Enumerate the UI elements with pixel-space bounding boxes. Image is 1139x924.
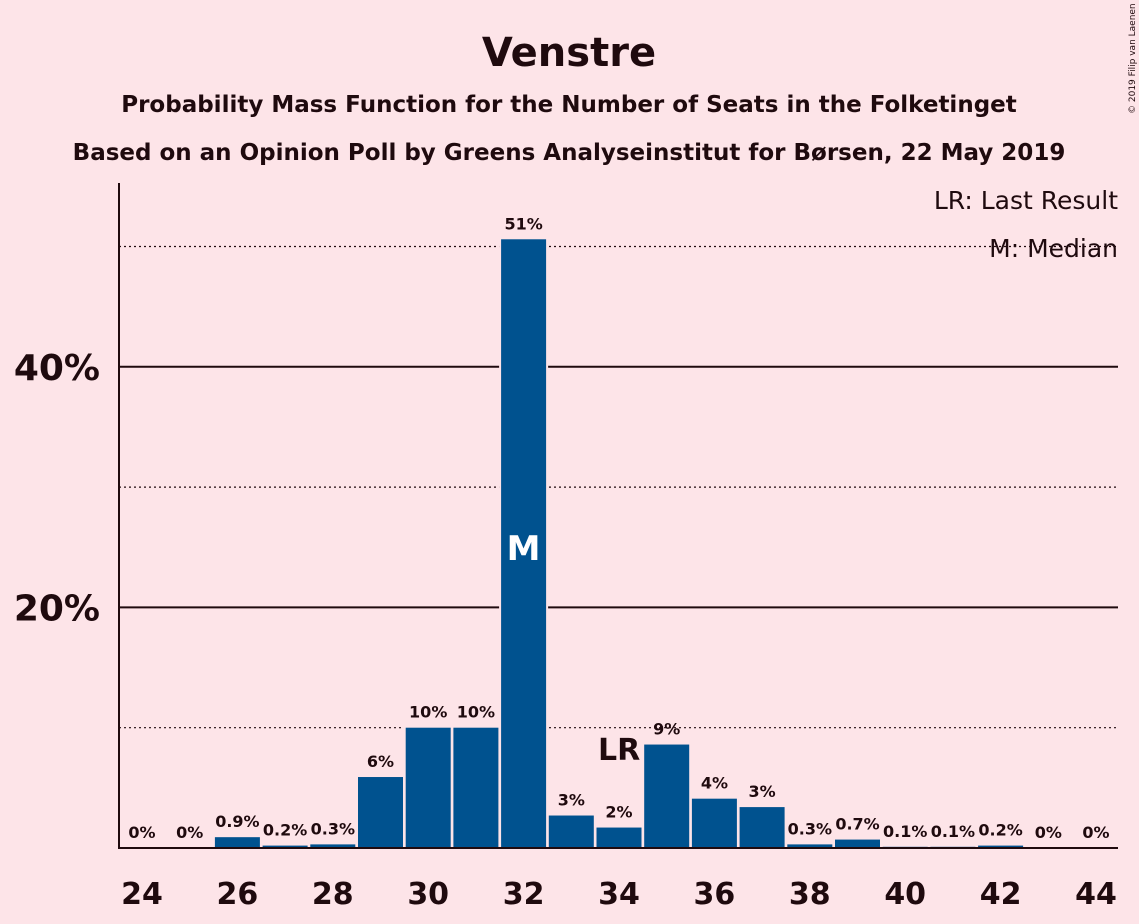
- y-tick-label: 40%: [14, 348, 100, 389]
- bar-seat-34: [596, 827, 642, 848]
- data-labels: 0% 0%0.9% 0.2% 0.3%6%10% 10%51%3%2%9%4% 3%0.3…: [128, 214, 1109, 842]
- data-label-seat-29: 6%: [367, 752, 394, 771]
- bar-seat-35: [644, 744, 690, 848]
- data-label-seat-25: 0%: [176, 823, 203, 842]
- x-tick-label: 28: [312, 877, 354, 912]
- legend-last-result: LR: Last Result: [934, 186, 1118, 215]
- data-label-seat-41: 0.1%: [931, 822, 975, 841]
- data-label-seat-43: 0%: [1035, 823, 1062, 842]
- bar-seat-38: [787, 844, 833, 848]
- x-tick-label: 38: [789, 877, 831, 912]
- markers: M LR: [507, 529, 641, 768]
- bar-seat-26: [214, 837, 260, 848]
- data-label-seat-24: 0%: [128, 823, 155, 842]
- data-label-seat-26: 0.9%: [215, 812, 259, 831]
- data-label-seat-36: 4%: [701, 774, 728, 793]
- bar-seat-28: [310, 844, 356, 848]
- bar-seat-30: [405, 727, 451, 848]
- bar-seat-36: [691, 798, 737, 848]
- legend-median: M: Median: [989, 234, 1118, 263]
- y-tick-label: 20%: [14, 588, 100, 629]
- chart-subtitle-source: Based on an Opinion Poll by Greens Analy…: [73, 140, 1066, 166]
- data-label-seat-31: 10%: [457, 703, 495, 722]
- axes: [118, 183, 1118, 849]
- x-tick-label: 30: [407, 877, 449, 912]
- data-label-seat-37: 3%: [749, 782, 776, 801]
- data-label-seat-33: 3%: [558, 791, 585, 810]
- median-marker: M: [507, 529, 541, 569]
- data-label-seat-44: 0%: [1082, 823, 1109, 842]
- bar-seat-33: [548, 815, 594, 848]
- x-tick-label: 36: [694, 877, 736, 912]
- x-tick-label: 24: [121, 877, 163, 912]
- bar-halo: [928, 844, 978, 848]
- bar-seat-31: [453, 727, 499, 848]
- data-label-seat-34: 2%: [605, 803, 632, 822]
- bar-seat-27: [262, 845, 308, 848]
- data-label-seat-40: 0.1%: [883, 822, 927, 841]
- data-label-seat-30: 10%: [409, 703, 447, 722]
- x-tick-label: 26: [217, 877, 259, 912]
- data-label-seat-35: 9%: [653, 720, 680, 739]
- chart-title: Venstre: [482, 30, 656, 76]
- bar-seat-32: [501, 239, 547, 849]
- bar-seat-29: [358, 777, 403, 848]
- y-ticks: 20% 40%: [14, 348, 100, 630]
- data-label-seat-38: 0.3%: [788, 819, 832, 838]
- bar-seat-39: [835, 839, 880, 848]
- data-label-seat-28: 0.3%: [311, 819, 355, 838]
- data-label-seat-32: 51%: [504, 214, 542, 233]
- x-tick-label: 42: [980, 877, 1022, 912]
- bar-halo: [880, 844, 930, 848]
- data-label-seat-27: 0.2%: [263, 821, 307, 840]
- bar-seat-37: [739, 807, 785, 848]
- x-ticks: 24 26 28 30 32 34 36 38 40 42 44: [121, 877, 1117, 912]
- data-label-seat-39: 0.7%: [835, 815, 879, 834]
- bar-seat-42: [978, 845, 1024, 848]
- last-result-marker: LR: [598, 733, 640, 768]
- gridlines: [119, 245, 1118, 729]
- data-label-seat-42: 0.2%: [978, 821, 1022, 840]
- bars: [212, 237, 1026, 849]
- x-tick-label: 34: [598, 877, 640, 912]
- chart-subtitle: Probability Mass Function for the Number…: [121, 92, 1017, 118]
- x-tick-label: 32: [503, 877, 545, 912]
- x-tick-label: 40: [884, 877, 926, 912]
- x-tick-label: 44: [1075, 877, 1117, 912]
- copyright-note: © 2019 Filip van Laenen: [1128, 3, 1138, 114]
